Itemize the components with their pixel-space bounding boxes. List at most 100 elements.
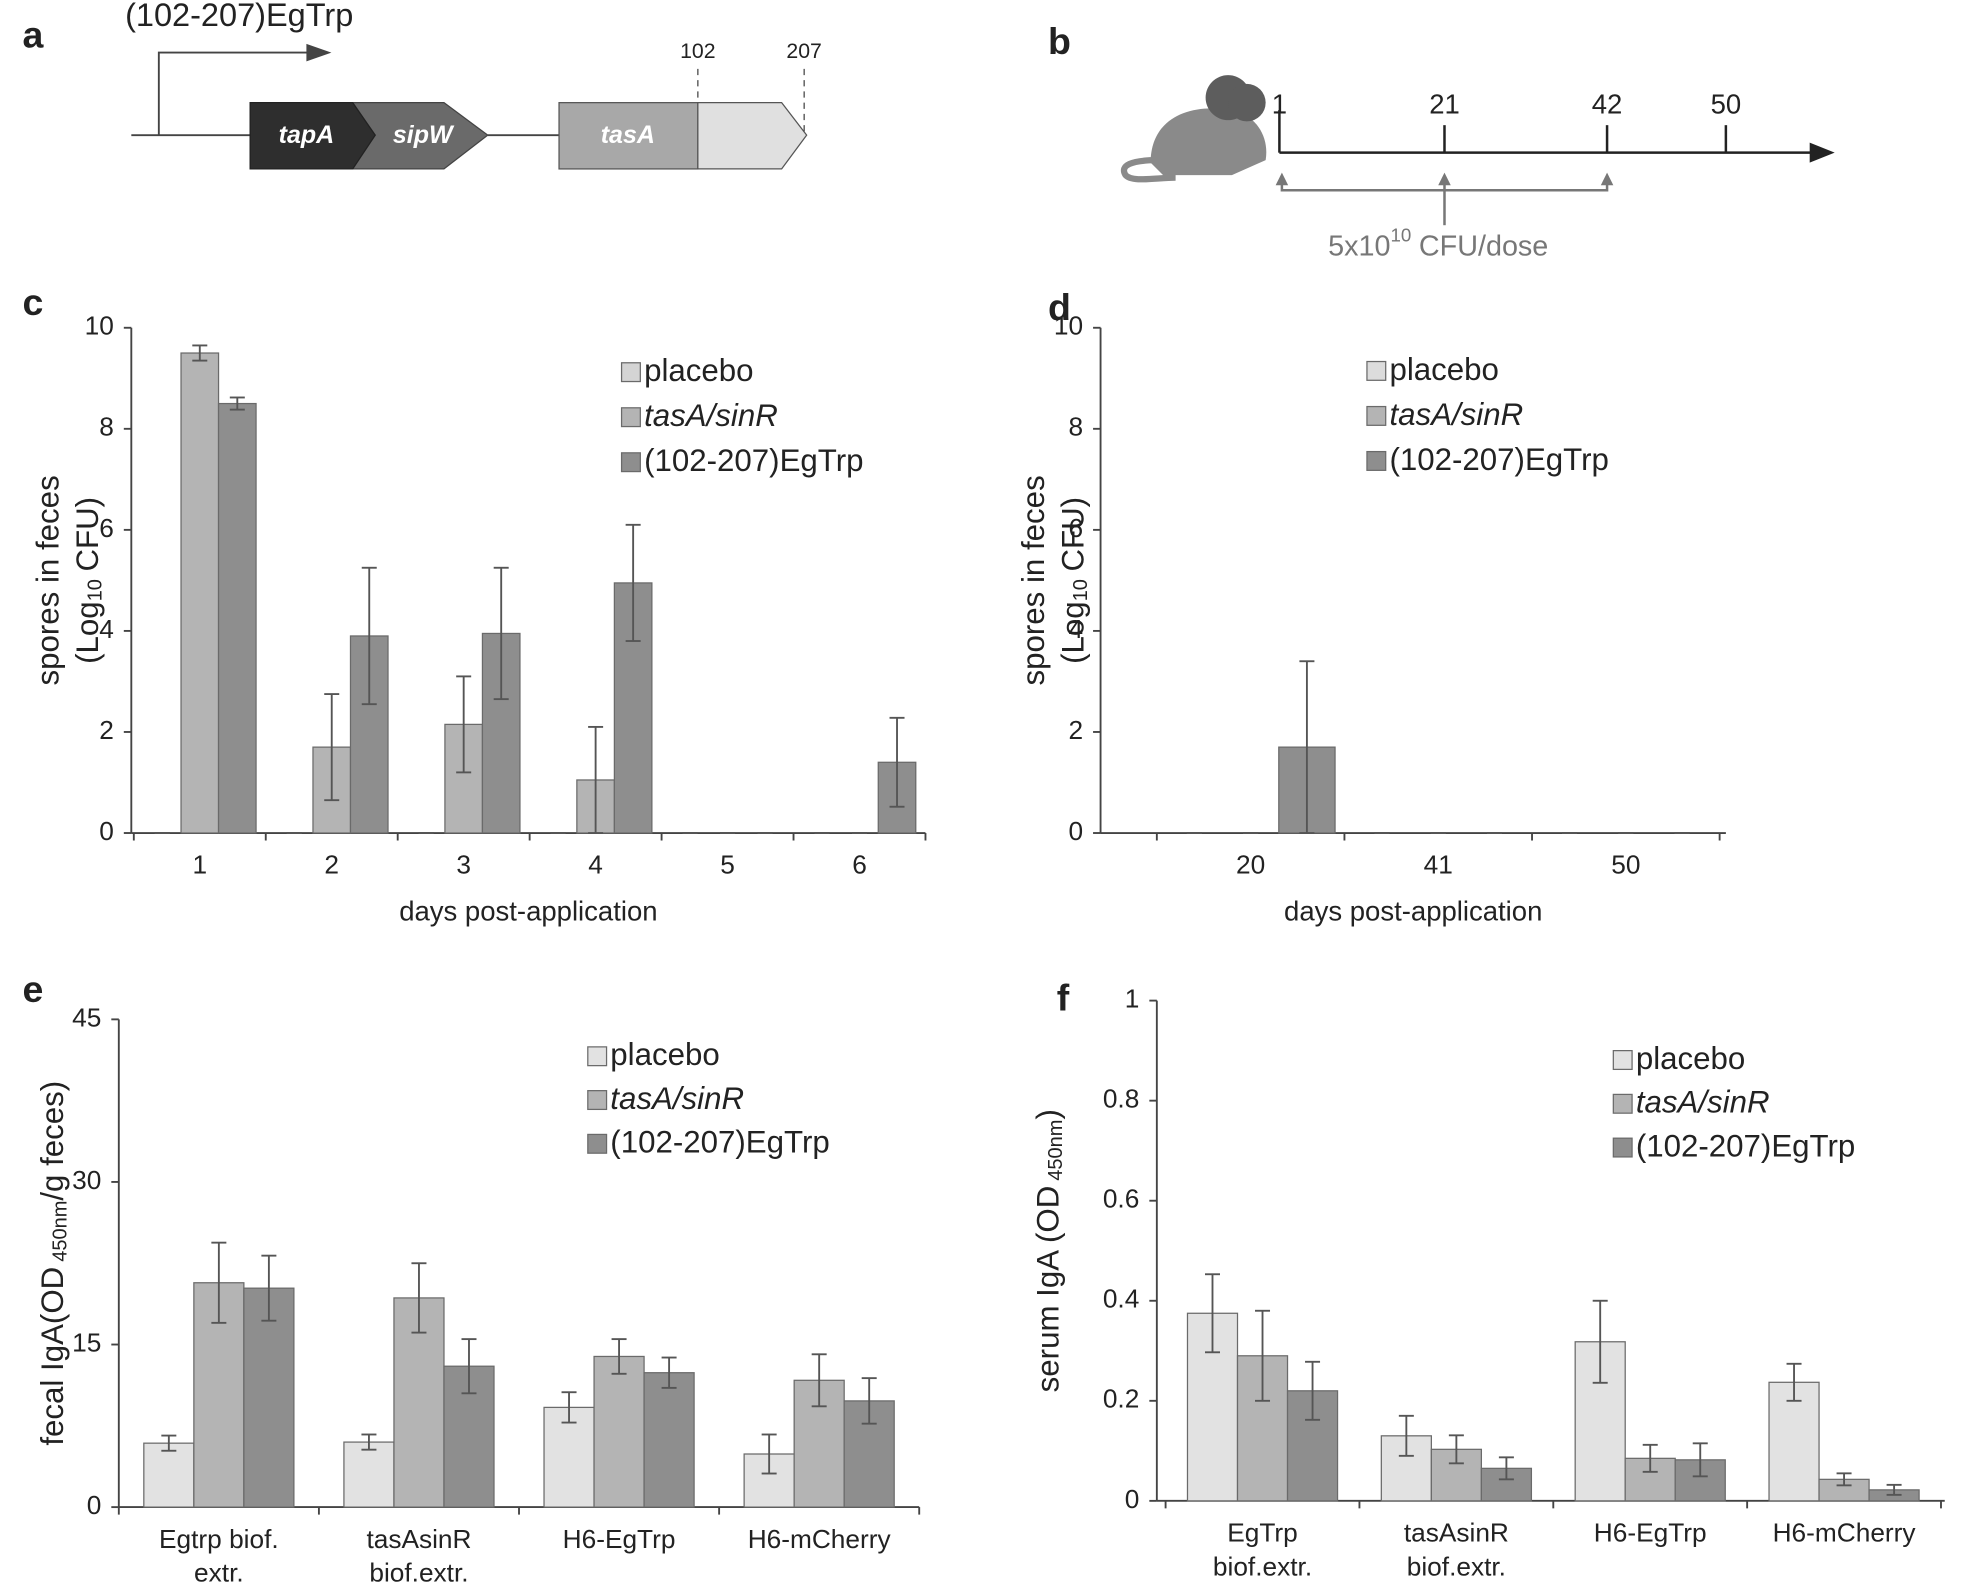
error-bar [456,675,472,774]
error-bar [461,1338,477,1395]
label-sub: 450nm [50,1201,72,1262]
label-part: ) [1031,1109,1066,1119]
legend-swatch [587,1090,608,1111]
error-bar [1255,1309,1271,1402]
legend-label: tasA/sinR [644,398,778,433]
y-tick-label: 4 [99,614,114,644]
error-bar [361,566,377,706]
y-tick-label: 2 [1068,715,1083,745]
error-bar [661,1356,677,1389]
panel-label: e [23,968,44,1010]
label-line: tasAsinR [1404,1518,1509,1548]
mouse-body [1150,108,1267,176]
x-tick-label: 41 [1424,850,1453,880]
timepoint: 42 [1592,89,1623,120]
marker-label: 207 [786,39,821,63]
legend-swatch [1366,450,1387,471]
panel-label: f [1057,977,1070,1019]
panel-label: c [23,281,44,323]
y-axis-label: (Log10 CFU) [1056,497,1092,664]
legend-label: tasA/sinR [1636,1085,1770,1120]
label-line: tasAsinR [366,1524,471,1554]
promoter-arrow [157,51,313,136]
label-sub: 10 [1070,579,1092,601]
x-axis-label: days post-application [399,895,657,926]
error-bar [1299,660,1315,834]
legend-label: placebo [644,353,753,388]
gene-label: tasA [601,121,655,149]
y-tick-label: 0 [87,1490,102,1520]
bar [643,1372,695,1508]
error-bar [611,1338,627,1375]
x-tick-label: Egtrp biof. extr. [159,1524,279,1588]
y-axis-label: (Log10 CFU) [70,497,106,664]
error-bar [1204,1273,1220,1354]
x-tick-label: 2 [324,850,339,880]
y-tick-label: 0 [1125,1484,1140,1514]
bar [217,402,257,834]
x-tick-label: tasAsinR biof.extr. [366,1524,471,1588]
label-part: CFU) [1056,497,1091,572]
error-bar [761,1433,777,1475]
x-tick-label: 3 [456,850,471,880]
gene-diagram: (102-207)EgTrp tapA sipW tasA 102 207 [125,0,822,170]
bar [343,1441,395,1508]
legend-swatch [620,452,641,473]
legend-swatch [1612,1137,1633,1158]
error-bar [493,566,509,701]
arrow-head [1275,172,1289,186]
y-tick-label: 15 [72,1327,101,1357]
error-bar [1836,1472,1852,1487]
y-tick-label: 10 [85,311,114,341]
y-axis-label: fecal IgA(OD 450nm/g feces) [35,1081,71,1446]
x-tick-label: 1 [192,850,207,880]
label-part: serum IgA (OD [1031,1186,1066,1393]
error-bar [625,523,641,642]
timepoint: 21 [1429,89,1460,120]
legend-swatch [620,407,641,428]
error-bar [361,1433,377,1451]
timepoint: 1 [1272,89,1287,120]
y-axis-label: spores in feces [1016,475,1051,685]
label-sub: 10 [85,579,107,601]
y-axis-label: serum IgA (OD 450nm) [1031,1109,1067,1392]
bar [180,352,220,834]
y-tick-label: 0.8 [1103,1084,1140,1114]
error-bar [1398,1414,1414,1457]
error-bar [1305,1360,1321,1421]
y-tick-label: 0.4 [1103,1284,1140,1314]
error-bar [192,344,208,362]
x-tick-label: EgTrp biof.extr. [1213,1518,1312,1582]
x-tick-label: 6 [852,850,867,880]
arrow-head [1600,172,1614,186]
x-tick-label: tasAsinR biof.extr. [1404,1518,1509,1582]
label-part: (Log [70,601,105,664]
y-tick-label: 0.2 [1103,1384,1140,1414]
label-part: fecal IgA(OD [35,1267,70,1446]
timepoint: 50 [1711,89,1742,120]
legend-swatch [1612,1050,1633,1071]
promoter-label: (102-207)EgTrp [125,0,353,33]
error-bar [1642,1443,1658,1473]
error-bar [588,725,604,834]
x-tick-label: 4 [588,850,603,880]
legend-label: (102-207)EgTrp [1636,1128,1855,1163]
schedule-diagram: 1 21 42 50 5x1010 CFU/dose [1120,75,1835,262]
legend-label: tasA/sinR [610,1081,744,1116]
panel-label: b [1048,20,1071,62]
error-bar [811,1353,827,1408]
error-bar [261,1254,277,1322]
y-tick-label: 8 [99,412,114,442]
error-bar [229,396,245,411]
error-bar [211,1241,227,1324]
legend-swatch [1612,1093,1633,1114]
bar [243,1287,295,1508]
legend-swatch [1366,360,1387,381]
mouse-tail [1120,157,1176,183]
label-line: biof.extr. [1407,1551,1506,1581]
error-bar [561,1391,577,1424]
bar [143,1442,195,1508]
dose-base: 5x10 [1328,230,1390,262]
legend-swatch [587,1133,608,1154]
